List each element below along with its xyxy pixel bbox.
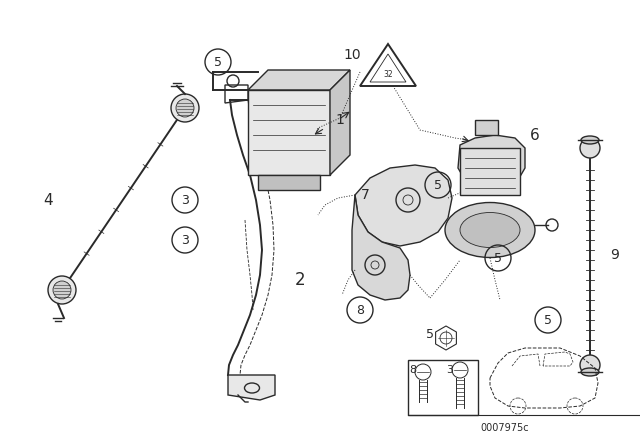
Text: 8: 8 (356, 303, 364, 316)
Polygon shape (258, 175, 320, 190)
Text: 10: 10 (343, 48, 361, 62)
Text: 9: 9 (611, 248, 620, 262)
Circle shape (580, 138, 600, 158)
Text: 7: 7 (360, 188, 369, 202)
Text: 2: 2 (294, 271, 305, 289)
Text: 1: 1 (335, 113, 344, 127)
Text: 5: 5 (494, 251, 502, 264)
Polygon shape (228, 375, 275, 400)
Ellipse shape (460, 212, 520, 247)
Text: 3: 3 (181, 233, 189, 246)
Circle shape (176, 99, 194, 117)
Circle shape (171, 94, 199, 122)
Text: 0007975c: 0007975c (481, 423, 529, 433)
Text: 5: 5 (434, 178, 442, 191)
Text: 5: 5 (426, 327, 434, 340)
Circle shape (53, 281, 71, 299)
Ellipse shape (581, 368, 599, 376)
Text: 8: 8 (410, 365, 417, 375)
Polygon shape (458, 135, 525, 188)
Text: 32: 32 (383, 69, 393, 78)
Text: 5: 5 (544, 314, 552, 327)
Polygon shape (352, 195, 410, 300)
Polygon shape (460, 148, 520, 195)
Ellipse shape (581, 136, 599, 144)
Polygon shape (248, 70, 350, 90)
Circle shape (48, 276, 76, 304)
Polygon shape (330, 70, 350, 175)
Polygon shape (248, 90, 330, 175)
Circle shape (580, 355, 600, 375)
Text: 3: 3 (181, 194, 189, 207)
Text: 3: 3 (447, 365, 454, 375)
Text: 6: 6 (530, 128, 540, 142)
Polygon shape (355, 165, 452, 246)
Text: 4: 4 (43, 193, 53, 207)
Text: 5: 5 (214, 56, 222, 69)
Polygon shape (475, 120, 498, 135)
Ellipse shape (445, 202, 535, 258)
